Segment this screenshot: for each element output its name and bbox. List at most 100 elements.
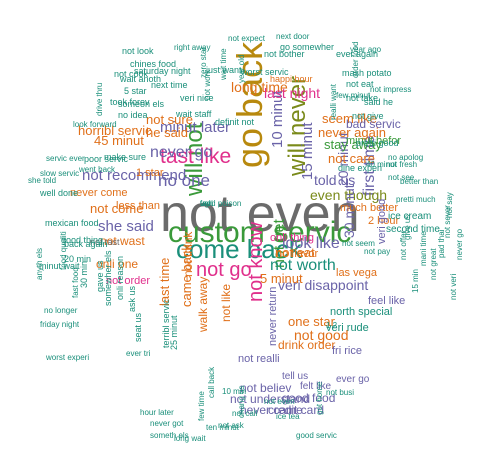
word: not fresh — [386, 160, 418, 169]
word: no longer — [44, 306, 78, 315]
word: realli want — [329, 83, 338, 120]
word: back again — [64, 239, 108, 249]
word: not like — [219, 283, 233, 322]
word: give us — [403, 214, 412, 240]
word: worst servic — [241, 67, 289, 77]
word: tast like — [160, 145, 232, 168]
word: not wast — [100, 234, 145, 248]
word: onli one — [96, 257, 139, 271]
word: not come — [90, 201, 144, 216]
word: long time — [231, 79, 288, 95]
word: hour later — [140, 408, 174, 417]
word: she told — [28, 176, 57, 185]
word: not believ — [240, 381, 292, 395]
word: 25 minut — [169, 315, 179, 350]
word: not care — [328, 151, 375, 166]
word: next time — [151, 80, 188, 90]
word: not cook — [114, 69, 149, 79]
word: somewher els — [103, 250, 113, 306]
word: not even — [264, 397, 295, 406]
word: ice cream — [388, 211, 432, 222]
word: las vega — [336, 267, 377, 279]
word: not worth — [270, 257, 336, 274]
word: wait staff — [176, 109, 212, 119]
word: food qualiti — [59, 231, 68, 270]
word: 1 star — [136, 167, 164, 179]
word: look like — [282, 235, 340, 252]
word: 45 minut — [94, 133, 144, 148]
word: not eat — [275, 245, 315, 260]
word: stay away — [324, 137, 382, 152]
word: north special — [330, 306, 393, 318]
word: felt like — [300, 381, 332, 392]
word: fast food — [71, 267, 80, 298]
word: 2 hour — [368, 215, 400, 227]
word: went back — [79, 165, 116, 174]
word: not good — [294, 327, 349, 343]
word: onli thing — [270, 232, 315, 244]
word: year old — [237, 54, 246, 83]
word: ice tea — [276, 412, 300, 421]
word: happi hour — [270, 74, 313, 84]
word: minut later — [160, 119, 231, 136]
word: dine experi — [338, 163, 383, 173]
word: saturday night — [134, 66, 191, 76]
word: poor servic — [84, 154, 129, 164]
word: ugh — [200, 199, 214, 208]
word: she said — [98, 218, 154, 235]
word: year ago — [350, 45, 382, 54]
word: chines food — [130, 59, 177, 69]
word: not realli — [238, 353, 280, 365]
word: go somewher — [280, 42, 335, 52]
word: pretti good — [356, 138, 399, 148]
word: not work — [203, 69, 212, 100]
word: well done — [40, 188, 79, 198]
word: not expect — [228, 34, 265, 43]
word: walk away — [196, 276, 210, 332]
word: pretti much — [396, 195, 436, 204]
word: chang us — [237, 385, 246, 418]
word: not see — [388, 173, 415, 182]
word: never again — [318, 125, 386, 140]
word: next door — [276, 32, 310, 41]
word: said he — [364, 97, 394, 107]
word: slow servic — [40, 169, 80, 178]
word: veri nice — [180, 93, 214, 103]
word: not pay — [364, 247, 391, 256]
word: ever go — [336, 374, 370, 385]
word: someon els — [118, 99, 165, 109]
word: friday night — [40, 320, 80, 329]
word: much better — [340, 202, 399, 214]
word: not impress — [370, 85, 412, 94]
word: not understand — [230, 392, 311, 406]
word: credit card — [268, 403, 325, 417]
word: bad servic — [346, 117, 401, 131]
word: not ask — [218, 421, 244, 430]
word: never go — [455, 228, 464, 260]
word: never got — [150, 419, 184, 428]
word: not veri — [449, 273, 458, 300]
word: got home — [315, 381, 324, 415]
word: 30 min — [79, 260, 89, 288]
word: terribl servic — [161, 299, 171, 348]
word: less than — [116, 200, 161, 212]
word: not look — [122, 46, 154, 56]
word: 10 min — [222, 387, 247, 396]
word: anyth els — [35, 247, 44, 280]
word: not tast — [90, 237, 120, 247]
word: not go — [196, 259, 252, 281]
word: 40 minut — [366, 160, 397, 169]
word: never go — [150, 144, 213, 161]
word: onli reason — [115, 255, 125, 300]
word: horribl servic — [78, 123, 152, 138]
word: just want — [206, 65, 242, 75]
word: good servic — [296, 431, 337, 440]
word: ten minut — [206, 423, 239, 432]
word: long wait — [174, 434, 206, 443]
word: mexican food — [45, 218, 99, 228]
word: feel like — [368, 295, 406, 307]
word: not recommend — [82, 167, 187, 184]
word: minut befor — [346, 135, 402, 147]
word: no one — [158, 171, 210, 190]
